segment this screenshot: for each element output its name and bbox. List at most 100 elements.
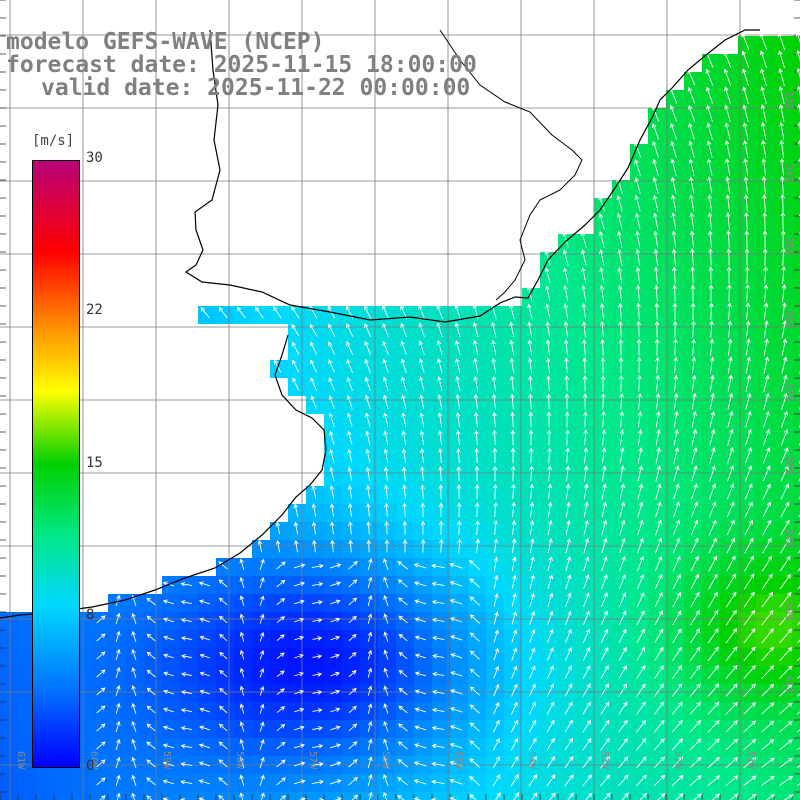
wind-arrow (259, 721, 265, 732)
wind-arrow (348, 597, 358, 606)
wind-arrow (510, 465, 516, 482)
wind-arrow (180, 636, 192, 641)
wind-arrow (601, 537, 608, 554)
wind-arrow (671, 738, 684, 751)
wind-arrow (259, 756, 265, 769)
wind-arrow (291, 323, 300, 337)
wind-arrow (546, 393, 552, 410)
wind-arrow (709, 447, 716, 464)
wind-arrow (420, 484, 425, 499)
wind-arrow (637, 483, 644, 500)
wind-arrow (545, 357, 551, 374)
wind-arrow (583, 465, 589, 482)
wind-arrow (454, 322, 461, 338)
wind-arrow (672, 646, 682, 662)
wind-arrow (564, 701, 573, 715)
wind-arrow (781, 302, 787, 320)
wind-speed-cell (684, 792, 702, 800)
wind-speed-cell (0, 648, 18, 666)
wind-arrow (511, 538, 517, 554)
wind-arrow (742, 86, 749, 104)
wind-arrow (745, 356, 751, 374)
wind-arrow (348, 560, 358, 570)
wind-arrow (312, 600, 323, 605)
wind-arrow (707, 683, 720, 697)
wind-arrow (547, 574, 554, 590)
wind-speed-cell (792, 702, 800, 720)
wind-arrow (779, 610, 792, 626)
wind-arrow (420, 502, 426, 517)
wind-arrow (493, 647, 500, 661)
wind-speed-cell (792, 720, 800, 738)
wind-arrow (780, 465, 789, 482)
wind-speed-cell (198, 792, 216, 800)
wind-arrow (765, 794, 776, 800)
wind-arrow (688, 122, 695, 140)
wind-arrow (382, 340, 389, 355)
wind-arrow (511, 483, 516, 500)
wind-arrow (383, 484, 389, 499)
wind-arrow (509, 339, 515, 356)
wind-arrow (780, 193, 785, 212)
wind-arrow (635, 266, 641, 284)
wind-arrow (616, 177, 623, 194)
wind-arrow (690, 519, 699, 536)
wind-arrow (511, 501, 517, 518)
wind-arrow (431, 599, 445, 605)
wind-arrow (292, 377, 300, 391)
wind-arrow (654, 573, 663, 590)
wind-arrow (670, 158, 677, 176)
wind-arrow (383, 466, 389, 481)
wind-arrow (437, 376, 443, 392)
wind-arrow (348, 776, 358, 786)
wind-arrow (778, 50, 785, 68)
wind-arrow (432, 635, 445, 641)
wind-arrow (546, 737, 555, 751)
wind-arrow (367, 631, 373, 642)
wind-arrow (653, 774, 666, 787)
wind-arrow (762, 519, 772, 536)
colorbar-units: [m/s] (32, 133, 75, 149)
wind-arrow (744, 266, 750, 284)
wind-speed-cell (72, 774, 90, 792)
wind-arrow (346, 394, 353, 409)
wind-arrow (432, 671, 445, 677)
wind-arrow (383, 631, 389, 642)
wind-arrow (294, 689, 305, 695)
wind-arrow (724, 104, 731, 122)
wind-arrow (508, 303, 515, 320)
wind-arrow (672, 320, 678, 338)
wind-arrow (708, 248, 713, 266)
wind-arrow (670, 140, 677, 158)
wind-arrow (432, 653, 445, 659)
wind-arrow (706, 158, 713, 176)
wind-arrow (727, 338, 733, 356)
wind-arrow (725, 683, 738, 697)
wind-arrow (617, 266, 623, 284)
wind-arrow (779, 591, 792, 608)
wind-arrow (383, 774, 389, 787)
wind-arrow (239, 703, 245, 714)
wind-arrow (398, 651, 408, 660)
wind-arrow (708, 501, 717, 518)
wind-arrow (761, 739, 775, 751)
wind-arrow (762, 211, 767, 230)
wind-arrow (636, 338, 642, 356)
wind-arrow (474, 483, 480, 500)
wind-arrow (725, 609, 737, 626)
wind-arrow (654, 610, 663, 626)
wind-arrow (743, 720, 757, 733)
wind-arrow (546, 719, 555, 733)
wind-arrow (330, 599, 341, 605)
wind-arrow (528, 755, 537, 769)
wind-arrow (236, 306, 246, 319)
wind-arrow (438, 466, 443, 482)
wind-arrow (329, 521, 335, 535)
wind-arrow (364, 376, 371, 391)
wind-arrow (347, 448, 353, 463)
wind-arrow (762, 428, 771, 446)
wind-arrow (708, 284, 714, 302)
wind-arrow (689, 230, 695, 248)
wind-arrow (654, 646, 664, 662)
lat-label: 35S (783, 237, 794, 255)
